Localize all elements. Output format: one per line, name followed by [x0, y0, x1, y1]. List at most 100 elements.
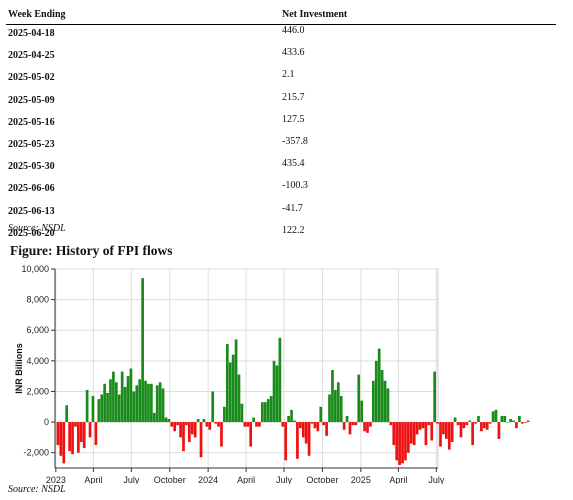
bar	[351, 422, 355, 426]
bar	[141, 278, 144, 423]
bar	[325, 422, 328, 436]
x-tick-label: July	[123, 475, 140, 484]
bar	[225, 344, 229, 423]
y-axis-label: INR Billions	[14, 343, 24, 394]
bar	[275, 365, 279, 423]
y-tick-label: 10,000	[21, 264, 49, 274]
x-tick-label: 2023	[46, 475, 66, 484]
bar	[313, 422, 317, 429]
bar	[447, 422, 451, 450]
bar	[223, 406, 226, 423]
bar	[161, 388, 165, 423]
bar	[65, 405, 69, 423]
cell-net-investment: 435.4	[282, 158, 305, 170]
bar	[354, 422, 358, 426]
bar	[91, 396, 95, 423]
table-row: 2025-06-13 -41.7	[6, 203, 556, 225]
bar	[126, 376, 130, 423]
bar	[398, 422, 401, 465]
bar	[132, 391, 136, 423]
bar	[316, 422, 320, 432]
bar	[520, 422, 524, 424]
bar	[424, 422, 428, 446]
table-row: 2025-05-16 127.5	[6, 114, 556, 136]
bar	[193, 422, 197, 438]
bar	[474, 422, 477, 424]
bar	[453, 417, 457, 423]
bar	[176, 422, 180, 426]
bar	[114, 382, 118, 423]
cell-net-investment: -100.3	[282, 180, 308, 192]
bar	[103, 383, 106, 423]
bar	[322, 422, 326, 426]
bar	[512, 420, 515, 423]
bar	[79, 422, 83, 442]
bar	[503, 415, 507, 423]
bar	[261, 402, 264, 423]
bar	[59, 422, 63, 456]
cell-net-investment: 127.5	[282, 113, 305, 125]
bar	[179, 422, 182, 438]
bar	[339, 396, 343, 423]
table-row: 2025-05-30 435.4	[6, 158, 556, 180]
bar	[296, 422, 299, 459]
bar	[182, 422, 185, 452]
bar	[392, 422, 396, 446]
bar	[74, 422, 77, 427]
table-row: 2025-06-06 -100.3	[6, 180, 556, 202]
bar	[485, 422, 489, 430]
bar	[258, 422, 261, 427]
x-tick-label: April	[237, 475, 255, 484]
bar	[217, 422, 220, 427]
bar	[56, 422, 60, 446]
x-tick-label: July	[428, 475, 445, 484]
y-tick-label: 4,000	[26, 356, 49, 366]
cell-net-investment: 433.6	[282, 47, 305, 59]
bar	[155, 385, 159, 423]
bar	[401, 422, 404, 464]
bar	[439, 422, 442, 447]
bar	[383, 380, 387, 423]
col-header-net-investment: Net Investment	[282, 7, 556, 25]
bar	[506, 422, 510, 423]
x-tick-label: October	[154, 475, 186, 484]
cell-week-ending: 2025-05-16	[8, 116, 55, 128]
bar	[445, 422, 448, 439]
cell-week-ending: 2025-05-30	[8, 161, 55, 173]
bar	[123, 386, 127, 423]
bar	[389, 422, 393, 426]
bar	[190, 422, 194, 435]
x-tick-label: 2025	[351, 475, 371, 484]
bar	[188, 422, 191, 442]
bar	[331, 370, 334, 423]
bar	[234, 339, 238, 423]
bar	[205, 422, 209, 427]
bar	[263, 402, 267, 423]
bar	[301, 422, 305, 438]
bar	[395, 422, 399, 461]
bar	[418, 422, 422, 430]
bar	[427, 422, 431, 426]
bar	[158, 382, 162, 423]
bar	[240, 403, 244, 423]
bar	[152, 412, 156, 423]
bar	[345, 415, 349, 423]
figure-title: Figure: History of FPI flows	[10, 243, 173, 258]
bar	[494, 409, 498, 423]
bar	[336, 382, 340, 423]
bar	[357, 374, 361, 423]
bar	[409, 422, 413, 444]
bar	[167, 419, 171, 423]
cell-week-ending: 2025-04-18	[8, 28, 55, 39]
bar	[433, 371, 437, 423]
bar	[497, 422, 501, 439]
bar	[144, 380, 147, 423]
table-row: 2025-04-25 433.6	[6, 47, 556, 69]
bar	[328, 394, 331, 423]
bar	[170, 422, 174, 427]
bar	[477, 415, 480, 423]
bar	[199, 422, 203, 458]
cell-net-investment: 122.2	[282, 224, 305, 236]
x-tick-label: April	[84, 475, 102, 484]
fpi-weekly-table: Week Ending Net Investment 2025-04-18 446…	[6, 7, 556, 247]
